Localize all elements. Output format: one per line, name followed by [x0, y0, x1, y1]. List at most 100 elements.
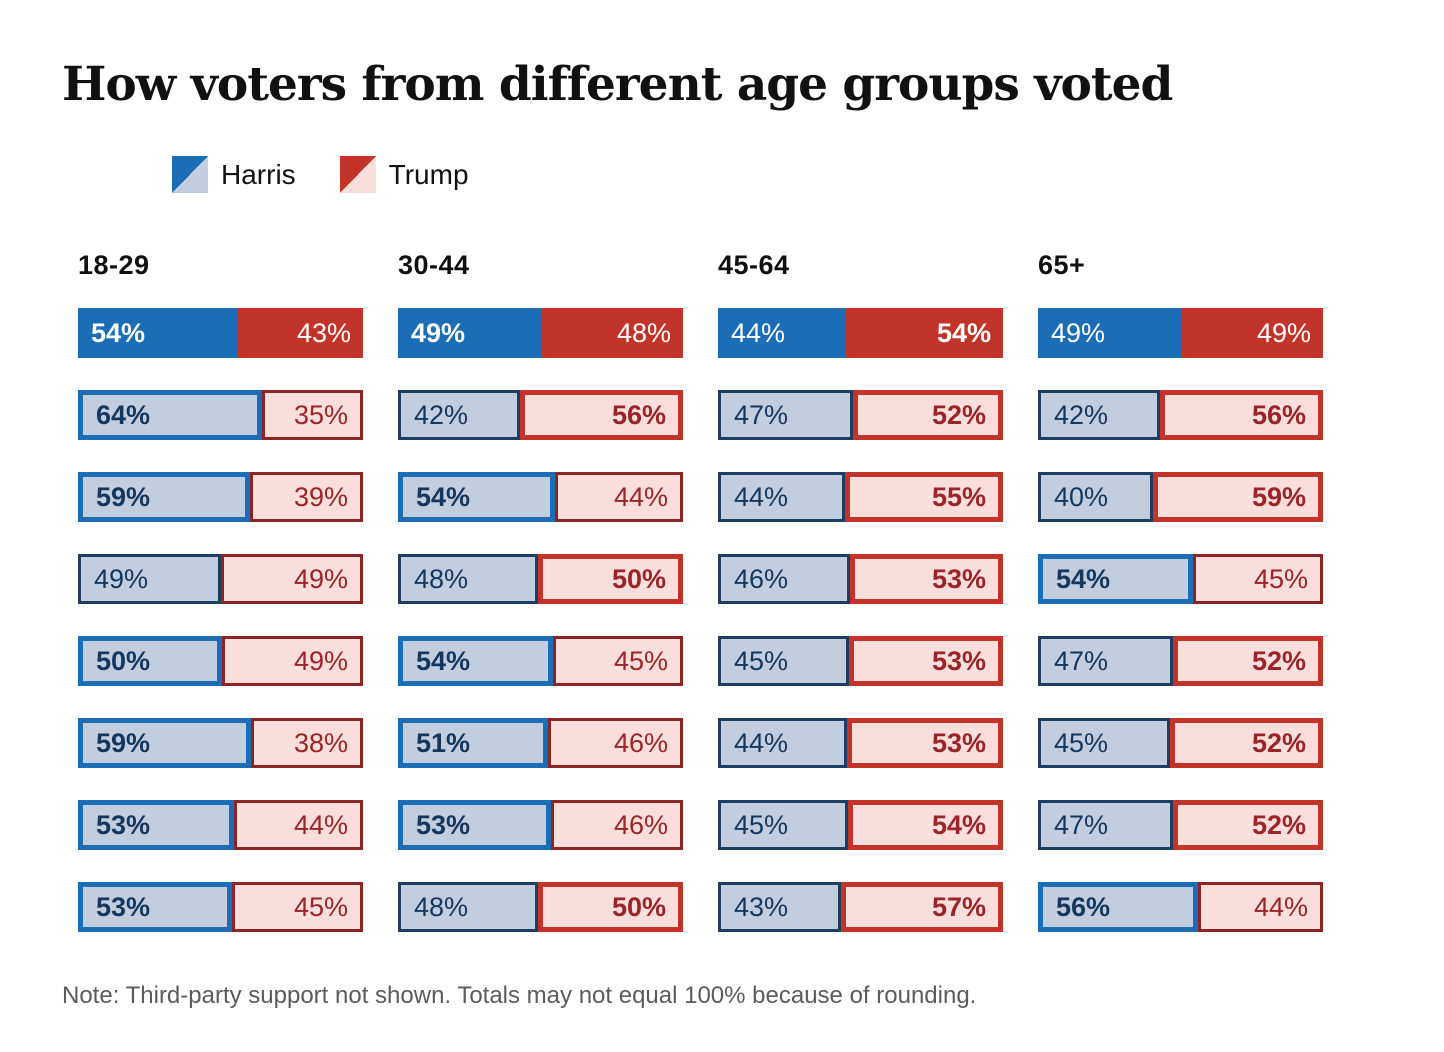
trump-value-label: 39% — [293, 481, 348, 512]
trump-segment: 56% — [1160, 390, 1323, 440]
trump-value-label: 52% — [1251, 645, 1306, 676]
footnote: Note: Third-party support not shown. Tot… — [62, 982, 977, 1009]
poll-bar-row: 50% 49% — [78, 636, 363, 686]
trump-value-label: 56% — [611, 399, 666, 430]
legend-item-trump: Trump — [339, 156, 469, 193]
trump-segment: 55% — [844, 472, 1003, 522]
trump-segment: 57% — [840, 882, 1003, 932]
harris-segment: 56% — [1038, 882, 1198, 932]
trump-value-label: 54% — [931, 809, 986, 840]
poll-bar-row: 46% 53% — [718, 554, 1003, 604]
trump-value-label: 59% — [1251, 481, 1306, 512]
harris-segment: 50% — [78, 636, 222, 686]
trump-segment: 45% — [1193, 554, 1323, 604]
trump-segment: 39% — [249, 472, 363, 522]
trump-value-label: 46% — [613, 809, 668, 840]
trump-segment: 54% — [847, 800, 1003, 850]
poll-bar-row: 42% 56% — [398, 390, 683, 440]
poll-bar-row: 53% 44% — [78, 800, 363, 850]
trump-value-label: 49% — [1256, 317, 1311, 348]
trump-swatch-icon — [339, 156, 376, 193]
harris-segment: 54% — [1038, 554, 1194, 604]
harris-value-label: 48% — [414, 891, 469, 922]
harris-segment: 44% — [718, 472, 845, 522]
trump-value-label: 45% — [613, 645, 668, 676]
harris-segment: 47% — [1038, 800, 1174, 850]
harris-value-label: 44% — [734, 481, 789, 512]
harris-value-label: 45% — [734, 645, 789, 676]
harris-segment: 47% — [1038, 636, 1174, 686]
trump-segment: 52% — [1173, 800, 1323, 850]
harris-segment: 59% — [78, 472, 250, 522]
harris-value-label: 44% — [731, 317, 786, 348]
harris-segment: 42% — [1038, 390, 1161, 440]
poll-bar-row: 54% 44% — [398, 472, 683, 522]
trump-value-label: 45% — [1253, 563, 1308, 594]
poll-bar-row: 49% 49% — [78, 554, 363, 604]
harris-value-label: 53% — [416, 809, 471, 840]
trump-segment: 46% — [550, 800, 683, 850]
poll-bar-row: 49% 48% — [398, 308, 683, 358]
trump-value-label: 50% — [611, 563, 666, 594]
poll-bar-row: 47% 52% — [718, 390, 1003, 440]
harris-segment: 42% — [398, 390, 521, 440]
harris-segment: 45% — [718, 636, 849, 686]
harris-value-label: 42% — [1054, 399, 1109, 430]
poll-bar-row: 53% 46% — [398, 800, 683, 850]
poll-bar-row: 40% 59% — [1038, 472, 1323, 522]
trump-segment: 35% — [262, 390, 363, 440]
harris-value-label: 47% — [1054, 809, 1109, 840]
harris-value-label: 45% — [1054, 727, 1109, 758]
trump-segment: 52% — [1170, 718, 1323, 768]
trump-value-label: 54% — [936, 317, 991, 348]
trump-segment: 44% — [555, 472, 683, 522]
harris-value-label: 51% — [416, 727, 471, 758]
harris-value-label: 45% — [734, 809, 789, 840]
harris-value-label: 48% — [414, 563, 469, 594]
harris-segment: 45% — [1038, 718, 1171, 768]
trump-value-label: 52% — [1251, 727, 1306, 758]
age-group-header: 65+ — [1038, 250, 1086, 280]
trump-segment: 53% — [848, 636, 1003, 686]
harris-segment: 53% — [78, 800, 234, 850]
trump-value-label: 46% — [613, 727, 668, 758]
harris-value-label: 50% — [96, 645, 151, 676]
trump-segment: 48% — [541, 308, 683, 358]
harris-value-label: 49% — [1051, 317, 1106, 348]
trump-value-label: 56% — [1251, 399, 1306, 430]
trump-value-label: 38% — [293, 727, 348, 758]
trump-value-label: 52% — [931, 399, 986, 430]
trump-segment: 56% — [520, 390, 683, 440]
poll-bar-row: 53% 45% — [78, 882, 363, 932]
harris-segment: 44% — [718, 308, 846, 358]
trump-value-label: 52% — [1251, 809, 1306, 840]
trump-value-label: 44% — [613, 481, 668, 512]
poll-bar-row: 44% 55% — [718, 472, 1003, 522]
trump-segment: 52% — [1173, 636, 1323, 686]
trump-value-label: 57% — [931, 891, 986, 922]
poll-bar-row: 47% 52% — [1038, 636, 1323, 686]
age-column: 65+ 49% 49% 42% 56% 40% 59% 54% 45% 47% 52% 45% 52% 4… — [1038, 250, 1323, 964]
harris-segment: 44% — [718, 718, 848, 768]
harris-value-label: 59% — [96, 727, 151, 758]
poll-bar-row: 51% 46% — [398, 718, 683, 768]
harris-segment: 47% — [718, 390, 854, 440]
poll-bar-row: 47% 52% — [1038, 800, 1323, 850]
harris-segment: 49% — [398, 308, 542, 358]
poll-bar-row: 59% 38% — [78, 718, 363, 768]
trump-segment: 52% — [853, 390, 1003, 440]
poll-bar-row: 43% 57% — [718, 882, 1003, 932]
trump-value-label: 53% — [931, 563, 986, 594]
trump-value-label: 55% — [931, 481, 986, 512]
poll-bar-row: 54% 43% — [78, 308, 363, 358]
harris-segment: 43% — [718, 882, 841, 932]
age-columns: 18-29 54% 43% 64% 35% 59% 39% 49% 49% 50% 49% 59% 38… — [78, 250, 1323, 964]
trump-segment: 59% — [1153, 472, 1323, 522]
poll-bar-row: 56% 44% — [1038, 882, 1323, 932]
harris-value-label: 53% — [96, 891, 151, 922]
trump-segment: 54% — [845, 308, 1003, 358]
poll-bar-row: 64% 35% — [78, 390, 363, 440]
harris-segment: 53% — [398, 800, 551, 850]
harris-value-label: 46% — [734, 563, 789, 594]
age-column: 18-29 54% 43% 64% 35% 59% 39% 49% 49% 50% 49% 59% 38… — [78, 250, 363, 964]
